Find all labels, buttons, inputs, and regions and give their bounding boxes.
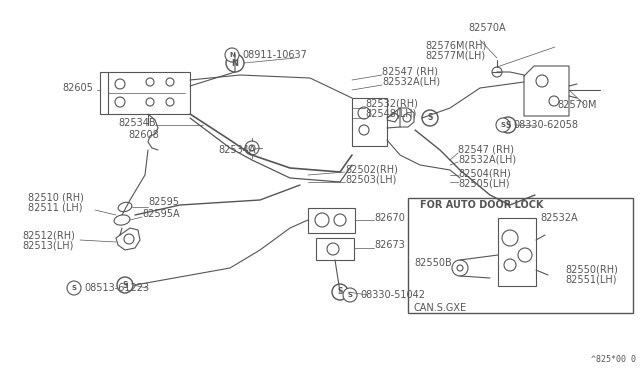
Text: 82548(LH): 82548(LH) xyxy=(365,109,417,119)
Text: 08330-62058: 08330-62058 xyxy=(513,120,578,130)
Text: 82595: 82595 xyxy=(148,197,179,207)
Text: 82534A: 82534A xyxy=(218,145,255,155)
Text: 08513-61223: 08513-61223 xyxy=(84,283,149,293)
Circle shape xyxy=(343,288,357,302)
Circle shape xyxy=(358,107,370,119)
Text: S: S xyxy=(506,121,511,129)
Circle shape xyxy=(166,98,174,106)
Text: S: S xyxy=(348,292,353,298)
Text: 82532(RH): 82532(RH) xyxy=(365,99,418,109)
Text: 82505(LH): 82505(LH) xyxy=(458,178,509,188)
Text: 82551(LH): 82551(LH) xyxy=(565,275,616,285)
Text: 82532A(LH): 82532A(LH) xyxy=(382,77,440,87)
Circle shape xyxy=(334,214,346,226)
Bar xyxy=(100,72,190,114)
Circle shape xyxy=(452,260,468,276)
Circle shape xyxy=(146,78,154,86)
Circle shape xyxy=(166,78,174,86)
Bar xyxy=(408,198,633,313)
Text: 82502(RH): 82502(RH) xyxy=(345,165,398,175)
Circle shape xyxy=(504,259,516,271)
Bar xyxy=(308,208,355,233)
Text: 82608: 82608 xyxy=(128,130,159,140)
Circle shape xyxy=(500,117,516,133)
Text: 82503(LH): 82503(LH) xyxy=(345,175,396,185)
Circle shape xyxy=(327,243,339,255)
Text: 82513(LH): 82513(LH) xyxy=(22,241,74,251)
Text: 82673: 82673 xyxy=(374,240,405,250)
Text: 82595A: 82595A xyxy=(142,209,180,219)
Circle shape xyxy=(315,213,329,227)
Text: CAN.S.GXE: CAN.S.GXE xyxy=(414,303,467,313)
Text: 82512(RH): 82512(RH) xyxy=(22,231,75,241)
Text: 82550B: 82550B xyxy=(414,258,452,268)
Text: 82532A: 82532A xyxy=(540,213,578,223)
Circle shape xyxy=(549,96,559,106)
Text: 82550(RH): 82550(RH) xyxy=(565,265,618,275)
Circle shape xyxy=(249,145,255,151)
Circle shape xyxy=(492,67,502,77)
Circle shape xyxy=(359,125,369,135)
Text: 08911-10637: 08911-10637 xyxy=(242,50,307,60)
Text: 82547 (RH): 82547 (RH) xyxy=(382,67,438,77)
Circle shape xyxy=(457,265,463,271)
Text: S: S xyxy=(337,288,342,296)
Text: 82670: 82670 xyxy=(374,213,405,223)
Text: 82570A: 82570A xyxy=(468,23,506,33)
Circle shape xyxy=(124,234,134,244)
Bar xyxy=(352,98,387,146)
Text: S: S xyxy=(122,280,128,289)
Circle shape xyxy=(536,75,548,87)
Circle shape xyxy=(226,54,244,72)
Text: 08330-51042: 08330-51042 xyxy=(360,290,425,300)
Bar xyxy=(316,238,354,260)
Text: 82570M: 82570M xyxy=(557,100,596,110)
Text: S: S xyxy=(500,122,506,128)
Ellipse shape xyxy=(114,215,130,225)
Text: S: S xyxy=(428,113,433,122)
Text: N: N xyxy=(229,52,235,58)
Ellipse shape xyxy=(118,202,132,212)
Text: 82510 (RH): 82510 (RH) xyxy=(28,193,84,203)
Circle shape xyxy=(146,98,154,106)
Text: N: N xyxy=(232,58,239,67)
Text: 82511 (LH): 82511 (LH) xyxy=(28,203,83,213)
Text: 82532A(LH): 82532A(LH) xyxy=(458,154,516,164)
Circle shape xyxy=(403,114,411,122)
Text: 82577M(LH): 82577M(LH) xyxy=(425,51,485,61)
Text: 82504(RH): 82504(RH) xyxy=(458,168,511,178)
Text: 82547 (RH): 82547 (RH) xyxy=(458,144,514,154)
Bar xyxy=(498,218,536,286)
Circle shape xyxy=(502,230,518,246)
Circle shape xyxy=(332,284,348,300)
Circle shape xyxy=(117,277,133,293)
Circle shape xyxy=(67,281,81,295)
Circle shape xyxy=(422,110,438,126)
Text: 82534B: 82534B xyxy=(118,118,156,128)
Text: 82576M(RH): 82576M(RH) xyxy=(425,40,486,50)
Circle shape xyxy=(115,79,125,89)
Circle shape xyxy=(245,141,259,155)
Circle shape xyxy=(225,48,239,62)
Text: S: S xyxy=(72,285,77,291)
Text: ^825*00 0: ^825*00 0 xyxy=(591,355,636,364)
Text: 82605: 82605 xyxy=(62,83,93,93)
Circle shape xyxy=(496,118,510,132)
Circle shape xyxy=(518,248,532,262)
Circle shape xyxy=(115,97,125,107)
Text: FOR AUTO DOOR LOCK: FOR AUTO DOOR LOCK xyxy=(420,200,543,210)
